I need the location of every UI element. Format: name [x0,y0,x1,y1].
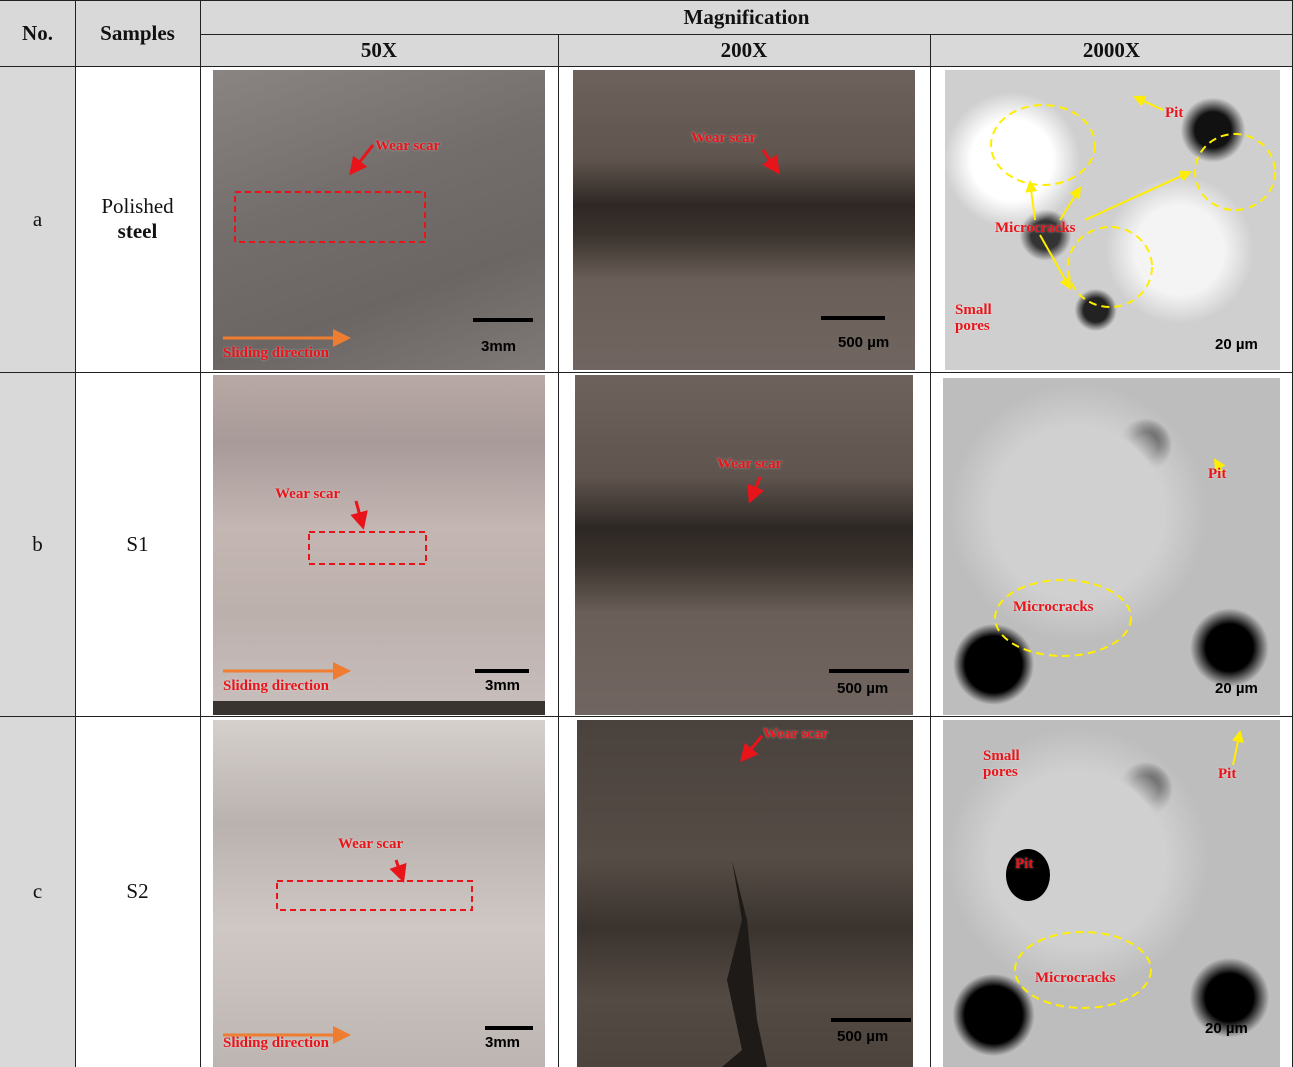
micrograph: Wear scar Sliding direction 3mm [213,720,545,1067]
row-no: a [0,66,75,372]
annotation: Wear scar [338,836,403,852]
overlay [213,70,545,370]
overlay [577,720,913,1067]
rule [930,34,931,1067]
annotation: Microcracks [995,220,1076,236]
rule [0,66,1293,67]
row-sample: Polished steel [75,66,200,372]
rule [0,0,1293,1]
annotation: Wear scar [691,130,756,146]
micrograph: Wear scar Sliding direction 3mm [213,375,545,715]
micrograph: Wear scar Sliding direction 3mm [213,70,545,370]
annotation: Sliding direction [223,345,329,361]
micrograph: Wear scar 500 µm [577,720,913,1067]
annotation: Small pores [983,748,1033,780]
rule [75,0,76,1067]
rule [200,34,1293,35]
scale-label: 20 µm [1215,336,1258,353]
annotation: Wear scar [763,726,828,742]
table-figure: No. Samples Magnification 50X 200X 2000X… [0,0,1293,1067]
micrograph: Pit Microcracks Small pores 20 µm [945,70,1280,370]
overlay [943,378,1280,715]
rule [0,716,1293,717]
header-samples: Samples [75,0,200,66]
annotation: Microcracks [1035,970,1116,986]
annotation: Sliding direction [223,678,329,694]
annotation: Sliding direction [223,1035,329,1051]
annotation: Pit [1015,856,1033,872]
micrograph: Wear scar 500 µm [575,375,913,715]
header-group: Magnification [200,0,1293,34]
annotation: Pit [1208,466,1226,482]
scale-label: 3mm [485,677,520,694]
overlay [573,70,915,370]
scale-label: 20 µm [1215,680,1258,697]
micrograph: Pit Microcracks 20 µm [943,378,1280,715]
micrograph: Small pores Pit Pit Microcracks 20 µm [943,720,1280,1067]
scale-label: 500 µm [837,680,888,697]
scale-label: 20 µm [1205,1020,1248,1037]
scale-label: 500 µm [838,334,889,351]
header-no: No. [0,0,75,66]
annotation: Wear scar [275,486,340,502]
row-no: b [0,372,75,716]
rule [558,34,559,1067]
annotation: Wear scar [375,138,440,154]
sample-line: Polished [101,194,173,219]
row-sample: S1 [75,372,200,716]
row-sample: S2 [75,716,200,1067]
header-col: 2000X [930,34,1293,66]
scale-label: 500 µm [837,1028,888,1045]
overlay [575,375,913,715]
scale-label: 3mm [481,338,516,355]
row-no: c [0,716,75,1067]
annotation: Pit [1218,766,1236,782]
header-col: 200X [558,34,930,66]
sample-line: steel [118,219,158,244]
overlay [213,375,545,715]
rule [200,0,201,1067]
header-col: 50X [200,34,558,66]
micrograph: Wear scar 500 µm [573,70,915,370]
overlay [213,720,545,1067]
annotation: Small pores [955,302,1005,334]
annotation: Microcracks [1013,599,1094,615]
annotation: Pit [1165,105,1183,121]
rule [0,372,1293,373]
scale-label: 3mm [485,1034,520,1051]
annotation: Wear scar [717,456,782,472]
